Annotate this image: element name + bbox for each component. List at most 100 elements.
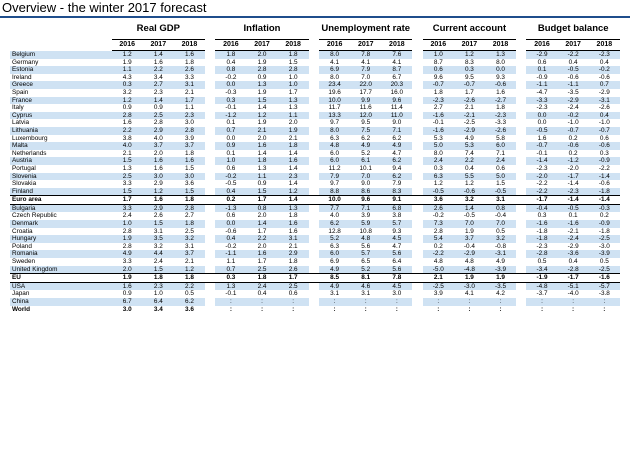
table-row: France 1.2 1.4 1.7 0.3 1.5 1.3 10.0 9.9 9.6 -2.3 -2… <box>10 96 620 105</box>
title-rule <box>0 16 630 18</box>
table-cell: 1.3 <box>277 204 309 213</box>
table-row: Greece 0.3 2.7 3.1 0.0 1.3 1.0 23.4 22.0 20.3 -0.7… <box>10 81 620 89</box>
table-cell: 1.2 <box>277 187 309 196</box>
table-cell: -0.3 <box>588 204 620 213</box>
table-cell: 1.6 <box>153 164 163 172</box>
table-cell: -2.6 <box>453 96 485 105</box>
row-label: Malta <box>10 142 112 150</box>
table-cell: 1.9 <box>257 88 267 96</box>
table-cell: -1.6 <box>422 126 454 135</box>
table-cell: : <box>468 305 471 313</box>
table-cell: 0.6 <box>226 212 236 220</box>
group-header: Current account <box>422 19 517 40</box>
table-cell: 0.4 <box>257 290 267 298</box>
table-cell: 2.4 <box>422 157 454 165</box>
table-row: World 3.0 3.4 3.6:::::::::::: <box>10 306 620 314</box>
year-header: 2018 <box>277 39 309 51</box>
table-cell: : <box>437 305 440 313</box>
table-cell: 7.6 <box>381 50 413 59</box>
table-row: Latvia 1.6 2.8 3.0 0.1 1.9 2.0 9.7 9.5 9.0 -0.1 -2.… <box>10 119 620 127</box>
table-cell: 3.6 <box>184 305 194 313</box>
table-cell: -2.5 <box>463 119 475 127</box>
table-cell: 1.9 <box>277 126 309 135</box>
table-cell: 2.7 <box>433 104 443 112</box>
table-cell: 0.7 <box>215 265 247 274</box>
table-cell: -2.6 <box>598 104 610 112</box>
table-cell: 5.6 <box>381 265 413 274</box>
group-header: Budget balance <box>526 19 620 40</box>
table-cell: 8.0 <box>496 58 505 66</box>
table-cell: -0.9 <box>588 157 620 165</box>
table-cell: 1.9 <box>111 273 143 283</box>
table-cell: -0.6 <box>225 227 237 235</box>
table-cell: : <box>557 298 589 306</box>
table-cell: 0.1 <box>526 66 558 74</box>
table-cell: 7.0 <box>361 73 371 81</box>
table-cell: 2.0 <box>257 212 267 220</box>
row-label: Italy <box>12 104 24 112</box>
table-cell: -3.7 <box>536 290 548 298</box>
table-cell: 0.2 <box>568 134 578 142</box>
table-cell: 1.8 <box>173 195 205 205</box>
table-cell: 2.0 <box>111 265 143 274</box>
table-row: Poland 2.8 3.2 3.1 -0.2 2.0 2.1 6.3 5.6 4.7 0.2 -0.… <box>10 243 620 251</box>
table-cell: -2.0 <box>526 172 558 181</box>
table-cell: 9.6 <box>433 73 443 81</box>
table-cell: 3.2 <box>122 88 132 96</box>
table-cell: 1.6 <box>277 157 309 165</box>
row-label: Latvia <box>12 119 30 127</box>
table-cell: 2.8 <box>173 126 205 135</box>
row-label: Bulgaria <box>10 204 112 213</box>
table-cell: 1.9 <box>453 273 485 283</box>
table-cell: 1.8 <box>277 142 309 150</box>
table-cell: -4.8 <box>453 265 485 274</box>
table-cell: -3.5 <box>484 282 517 291</box>
table-cell: -2.2 <box>557 50 589 59</box>
table-cell: -0.6 <box>484 81 517 89</box>
table-cell: 1.1 <box>277 111 309 120</box>
table-cell: 5.6 <box>361 242 371 250</box>
table-cell: 1.8 <box>246 273 278 283</box>
table-cell: 3.1 <box>153 227 163 235</box>
table-cell: 4.3 <box>122 73 132 81</box>
table-cell: -2.0 <box>567 164 579 172</box>
table-cell: 2.1 <box>464 104 474 112</box>
table-cell: 2.1 <box>184 258 194 266</box>
row-label: Netherlands <box>12 149 47 157</box>
table-cell: 2.3 <box>142 282 174 291</box>
table-cell: 4.9 <box>464 134 474 142</box>
table-cell: 19.6 <box>328 88 341 96</box>
table-cell: 1.5 <box>288 58 298 66</box>
table-cell: 2.0 <box>257 242 267 250</box>
year-header: 2016 <box>422 39 454 51</box>
table-cell: -1.6 <box>526 220 558 228</box>
table-cell: 10.1 <box>359 164 372 172</box>
table-cell: -3.4 <box>526 265 558 274</box>
table-cell: 2.9 <box>142 204 174 213</box>
table-cell: -2.2 <box>598 164 610 172</box>
table-cell: -0.2 <box>432 212 444 220</box>
table-cell: -1.8 <box>536 227 548 235</box>
table-cell: 6.2 <box>319 220 351 228</box>
year-header: 2017 <box>350 39 382 51</box>
table-cell: 0.0 <box>215 81 247 89</box>
table-cell: 1.7 <box>173 96 205 105</box>
table-cell: 6.8 <box>381 204 413 213</box>
row-label: Ireland <box>12 73 32 81</box>
table-cell: 9.4 <box>392 164 402 172</box>
table-cell: 2.6 <box>153 212 163 220</box>
table-cell: 11.6 <box>359 104 372 112</box>
table-cell: 0.6 <box>537 58 547 66</box>
table-cell: : <box>246 298 278 306</box>
table-cell: 2.2 <box>111 126 143 135</box>
row-label: Slovenia <box>10 172 112 181</box>
table-cell: 0.3 <box>215 96 247 105</box>
table-cell: -0.1 <box>432 119 444 127</box>
table-row: Italy 0.9 0.9 1.1 -0.1 1.4 1.3 11.7 11.6 11.4 2.7 2… <box>10 104 620 112</box>
table-cell: 2.8 <box>111 111 143 120</box>
table-cell: 2.1 <box>246 126 278 135</box>
table-cell: 8.0 <box>330 73 340 81</box>
table-cell: -1.0 <box>567 119 579 127</box>
table-cell: -2.3 <box>588 50 620 59</box>
table-cell: 1.8 <box>246 157 278 165</box>
